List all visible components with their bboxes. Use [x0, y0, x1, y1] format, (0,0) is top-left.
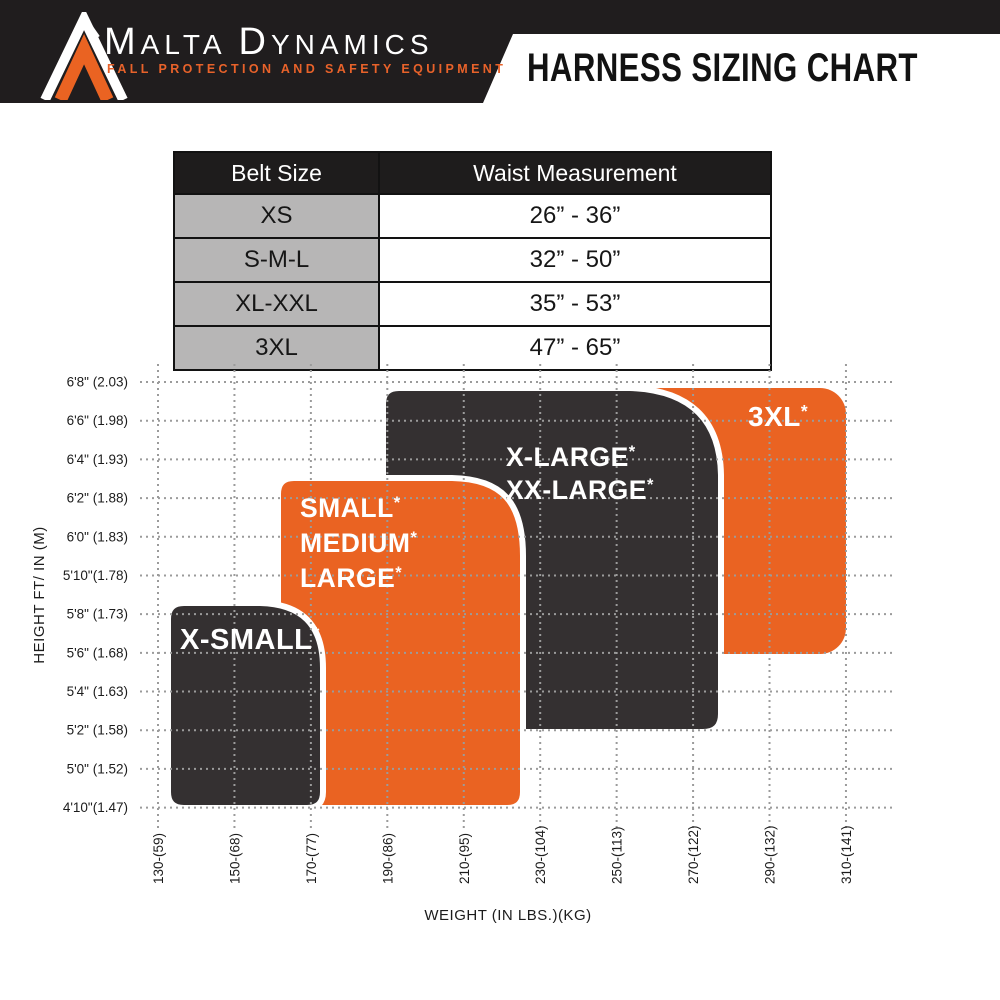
y-tick-label: 6'0" (1.83)	[67, 529, 128, 544]
x-axis-title: WEIGHT (IN LBS.)(KG)	[424, 907, 591, 924]
col-header-waist: Waist Measurement	[378, 151, 772, 195]
waist-value: 35” - 53”	[378, 281, 772, 327]
col-header-belt-size: Belt Size	[173, 151, 380, 195]
brand-word1-rest: ALTA	[140, 29, 227, 60]
y-tick-label: 6'8" (2.03)	[67, 375, 128, 390]
table-row: XS 26” - 36”	[173, 193, 772, 239]
y-tick-label: 5'4" (1.63)	[67, 684, 128, 699]
x-tick-label: 150-(68)	[227, 833, 242, 884]
zone-label-medium: MEDIUM*	[300, 528, 417, 558]
belt-size-value: 3XL	[173, 325, 380, 371]
y-tick-label: 6'2" (1.88)	[67, 491, 128, 506]
waist-value: 32” - 50”	[378, 237, 772, 283]
logo-inner-peak	[54, 33, 114, 100]
x-tick-label: 130-(59)	[151, 833, 166, 884]
zone-label-3xl: 3XL*	[748, 401, 808, 432]
malta-dynamics-logo-icon	[40, 12, 128, 100]
logo-peak-accent	[82, 16, 100, 39]
x-tick-label: 270-(122)	[686, 825, 701, 884]
y-tick-label: 5'8" (1.73)	[67, 607, 128, 622]
belt-size-value: XL-XXL	[173, 281, 380, 327]
x-tick-label: 170-(77)	[304, 833, 319, 884]
zone-label-xlarge: X-LARGE*	[506, 442, 636, 472]
y-tick-label: 6'6" (1.98)	[67, 413, 128, 428]
belt-size-table: Belt Size Waist Measurement XS 26” - 36”…	[173, 151, 772, 371]
brand-word2-initial: D	[238, 21, 271, 63]
brand-word2-rest: YNAMICS	[270, 29, 434, 60]
x-tick-label: 210-(95)	[457, 833, 472, 884]
zone-label-xxlarge: XX-LARGE*	[506, 475, 654, 505]
y-tick-label: 6'4" (1.93)	[67, 452, 128, 467]
brand-word1-initial: M	[104, 21, 141, 63]
table-row: XL-XXL 35” - 53”	[173, 281, 772, 327]
y-tick-label: 4'10"(1.47)	[63, 800, 128, 815]
table-row: 3XL 47” - 65”	[173, 325, 772, 371]
zone-label-small: SMALL*	[300, 493, 401, 523]
x-tick-label: 250-(113)	[610, 826, 625, 884]
belt-size-value: XS	[173, 193, 380, 239]
x-tick-label: 230-(104)	[533, 825, 548, 884]
table-header-row: Belt Size Waist Measurement	[173, 151, 772, 195]
table-row: S-M-L 32” - 50”	[173, 237, 772, 283]
size-zones	[165, 385, 846, 811]
zone-labels: X-SMALL* SMALL* MEDIUM* LARGE* X-LARGE* …	[180, 401, 808, 656]
y-tick-label: 5'10"(1.78)	[63, 568, 128, 583]
y-axis-title: HEIGHT FT/ IN (M)	[31, 526, 48, 663]
sizing-chart: X-SMALL* SMALL* MEDIUM* LARGE* X-LARGE* …	[31, 364, 892, 924]
x-tick-label: 310-(141)	[839, 825, 854, 884]
y-tick-label: 5'2" (1.58)	[67, 723, 128, 738]
page-title: HARNESS SIZING CHART	[527, 46, 918, 90]
y-tick-label: 5'6" (1.68)	[67, 645, 128, 660]
belt-size-value: S-M-L	[173, 237, 380, 283]
y-tick-label: 5'0" (1.52)	[67, 761, 128, 776]
zone-label-large: LARGE*	[300, 563, 402, 593]
waist-value: 47” - 65”	[378, 325, 772, 371]
waist-value: 26” - 36”	[378, 193, 772, 239]
brand-wordmark: M ALTA D YNAMICS	[104, 21, 434, 64]
x-tick-label: 190-(86)	[380, 833, 395, 884]
zone-label-xsmall: X-SMALL*	[180, 623, 320, 656]
brand-tagline: FALL PROTECTION AND SAFETY EQUIPMENT	[107, 62, 507, 76]
x-tick-label: 290-(132)	[763, 825, 778, 884]
axis-tick-labels: 130-(59) 150-(68) 170-(77) 190-(86) 210-(95)…	[63, 375, 854, 885]
